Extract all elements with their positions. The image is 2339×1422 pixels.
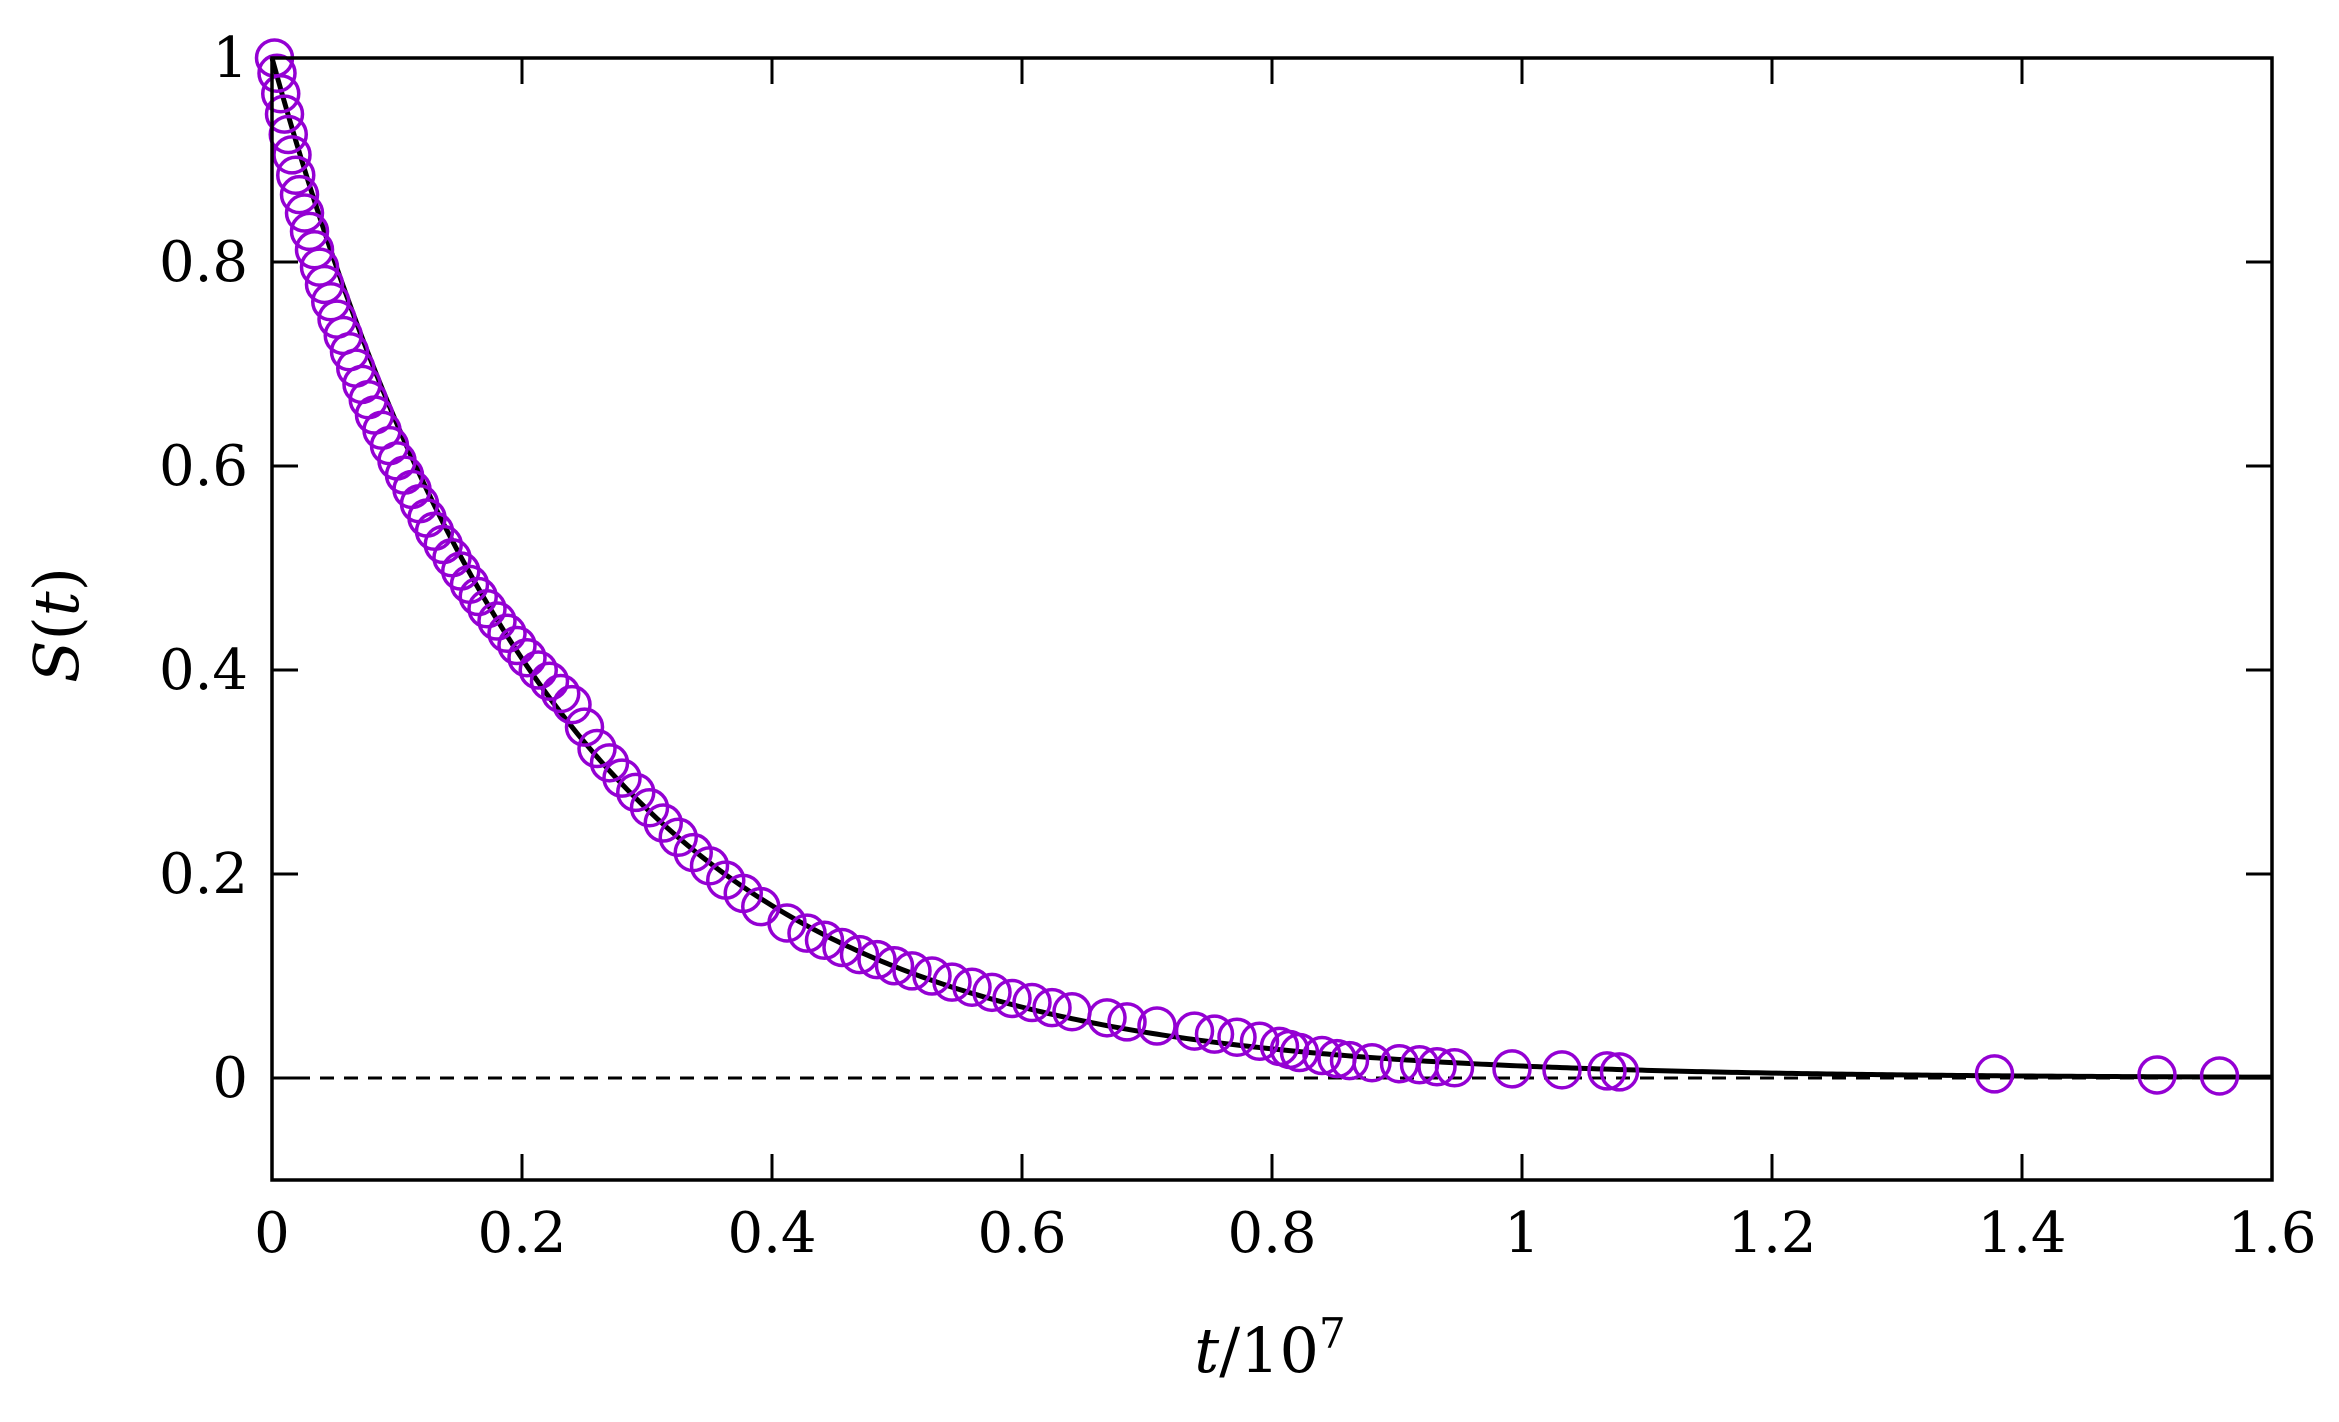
data-point <box>552 684 592 725</box>
data-point <box>1137 1006 1177 1046</box>
x-tick-label: 1.4 <box>1977 1201 2066 1266</box>
data-point <box>616 772 656 813</box>
y-tick-label: 0.6 <box>159 434 248 499</box>
data-point <box>912 956 952 996</box>
data-point <box>602 758 642 798</box>
data-point <box>1279 1032 1320 1073</box>
data-point <box>1542 1050 1582 1090</box>
data-point <box>467 589 507 629</box>
x-tick-label: 1.6 <box>2227 1201 2316 1266</box>
ticks-layer <box>270 56 2274 1180</box>
data-point <box>1329 1040 1370 1081</box>
data-point <box>304 264 345 305</box>
data-point <box>892 951 932 991</box>
data-points-layer <box>254 38 2240 1096</box>
data-point <box>1087 998 1127 1038</box>
y-tick-label: 0.4 <box>159 638 248 703</box>
data-point <box>952 967 992 1007</box>
data-point <box>284 193 325 233</box>
y-axis-label-open: ( <box>20 616 93 640</box>
data-point <box>857 939 897 980</box>
data-point <box>1599 1052 1640 1092</box>
data-point <box>261 73 301 114</box>
data-point <box>1302 1035 1342 1076</box>
data-point <box>299 247 340 287</box>
x-tick-label: 0.4 <box>727 1201 816 1266</box>
y-axis-label: S(t) <box>20 567 93 683</box>
data-point <box>518 650 558 690</box>
y-tick-label: 0 <box>212 1046 248 1111</box>
data-point <box>822 927 862 968</box>
data-point <box>972 972 1012 1013</box>
data-point <box>1107 1002 1147 1042</box>
data-point <box>874 946 915 986</box>
data-point <box>276 155 316 196</box>
x-tick-label: 1 <box>1504 1201 1540 1266</box>
y-axis-label-t: t <box>20 591 93 616</box>
data-point <box>458 576 498 617</box>
data-point <box>643 803 683 843</box>
data-point <box>1974 1054 2015 1094</box>
x-axis-label-rest: /10 <box>1219 1314 1319 1387</box>
data-point <box>257 53 297 94</box>
data-point <box>932 962 972 1002</box>
data-point <box>992 978 1032 1019</box>
data-point <box>2137 1055 2177 1095</box>
data-point <box>1587 1051 1627 1091</box>
data-point <box>1352 1042 1392 1083</box>
data-point <box>1174 1011 1215 1051</box>
data-point <box>272 135 312 175</box>
x-tick-labels: 0 0.2 0.4 0.6 0.8 1 1.2 1.4 1.6 <box>254 1201 2316 1266</box>
data-point <box>477 601 517 641</box>
data-point <box>629 787 670 828</box>
data-point <box>541 673 581 714</box>
data-point <box>1194 1014 1235 1054</box>
x-axis-label-var: t <box>1194 1314 1219 1387</box>
x-tick-label: 0.6 <box>977 1201 1066 1266</box>
x-tick-label: 0 <box>254 1201 290 1266</box>
y-axis-label-close: ) <box>20 567 93 591</box>
data-point <box>289 211 330 252</box>
y-tick-label: 1 <box>212 26 248 91</box>
data-point <box>1379 1043 1420 1084</box>
data-point <box>577 728 617 769</box>
data-point <box>1492 1049 1532 1089</box>
data-point <box>311 282 351 322</box>
data-point <box>1012 982 1052 1023</box>
data-point <box>487 613 527 654</box>
data-point <box>529 661 570 701</box>
data-point <box>564 707 605 747</box>
data-point <box>839 934 880 975</box>
data-point <box>767 903 807 943</box>
data-point <box>384 455 425 495</box>
data-point <box>1217 1017 1257 1057</box>
y-tick-label: 0.8 <box>159 230 248 295</box>
plot-frame <box>270 56 2274 1182</box>
x-tick-label: 0.8 <box>1227 1201 1316 1266</box>
x-tick-label: 0.2 <box>477 1201 566 1266</box>
data-point <box>1032 987 1072 1028</box>
data-point <box>1434 1048 1475 1088</box>
data-point <box>658 817 698 858</box>
data-point <box>507 638 547 678</box>
data-point <box>1239 1021 1280 1062</box>
data-point <box>264 94 305 134</box>
y-tick-labels: 0 0.2 0.4 0.6 0.8 1 <box>159 26 248 1111</box>
x-tick-label: 1.2 <box>1727 1201 1816 1266</box>
y-axis-label-s: S <box>20 640 93 682</box>
data-point <box>804 920 845 961</box>
fit-curve <box>269 57 2273 1080</box>
data-point <box>787 913 827 953</box>
y-tick-label: 0.2 <box>159 842 248 907</box>
data-point <box>1052 991 1092 1032</box>
data-point <box>497 625 537 666</box>
data-point <box>279 174 320 215</box>
data-point <box>589 743 630 783</box>
x-axis-label-exponent: 7 <box>1319 1309 1346 1358</box>
x-axis-label: t/107 <box>1194 1309 1345 1387</box>
data-point <box>1417 1047 1457 1087</box>
fit-line-layer <box>269 57 2273 1080</box>
data-point <box>2199 1056 2240 1096</box>
